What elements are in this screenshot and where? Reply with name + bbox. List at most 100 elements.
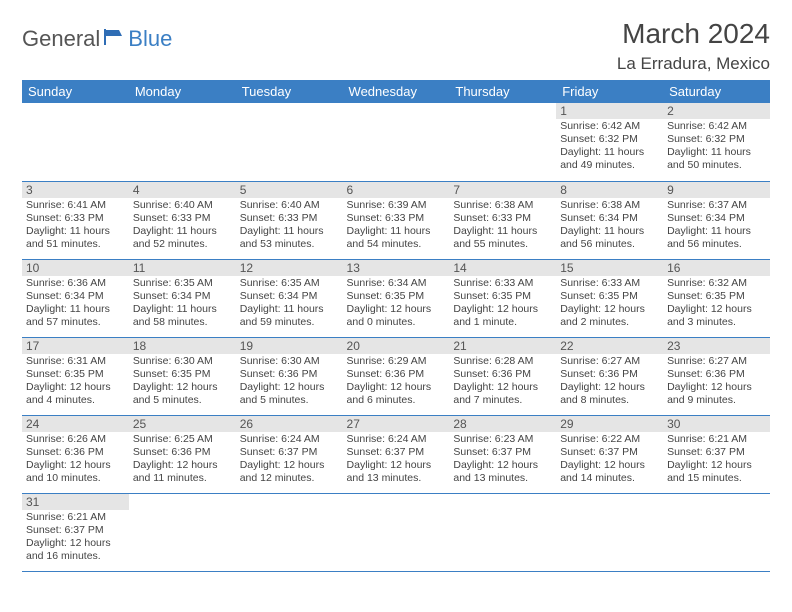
calendar-cell	[663, 493, 770, 571]
day-details: Sunrise: 6:24 AMSunset: 6:37 PMDaylight:…	[343, 432, 450, 489]
calendar-cell: 7Sunrise: 6:38 AMSunset: 6:33 PMDaylight…	[449, 181, 556, 259]
day-number: 6	[343, 182, 450, 198]
calendar-cell	[449, 493, 556, 571]
day-number: 22	[556, 338, 663, 354]
day-details: Sunrise: 6:27 AMSunset: 6:36 PMDaylight:…	[556, 354, 663, 411]
flag-icon	[104, 28, 126, 51]
weekday-header: Monday	[129, 80, 236, 103]
calendar-cell: 16Sunrise: 6:32 AMSunset: 6:35 PMDayligh…	[663, 259, 770, 337]
day-details: Sunrise: 6:32 AMSunset: 6:35 PMDaylight:…	[663, 276, 770, 333]
calendar-cell: 2Sunrise: 6:42 AMSunset: 6:32 PMDaylight…	[663, 103, 770, 181]
calendar-cell: 17Sunrise: 6:31 AMSunset: 6:35 PMDayligh…	[22, 337, 129, 415]
calendar-cell: 22Sunrise: 6:27 AMSunset: 6:36 PMDayligh…	[556, 337, 663, 415]
calendar-cell: 27Sunrise: 6:24 AMSunset: 6:37 PMDayligh…	[343, 415, 450, 493]
day-details: Sunrise: 6:35 AMSunset: 6:34 PMDaylight:…	[129, 276, 236, 333]
day-details: Sunrise: 6:27 AMSunset: 6:36 PMDaylight:…	[663, 354, 770, 411]
day-number: 14	[449, 260, 556, 276]
calendar-cell: 24Sunrise: 6:26 AMSunset: 6:36 PMDayligh…	[22, 415, 129, 493]
day-number: 16	[663, 260, 770, 276]
day-number: 27	[343, 416, 450, 432]
day-number: 29	[556, 416, 663, 432]
brand-part2: Blue	[128, 26, 172, 52]
day-number: 20	[343, 338, 450, 354]
weekday-header: Saturday	[663, 80, 770, 103]
day-details: Sunrise: 6:33 AMSunset: 6:35 PMDaylight:…	[556, 276, 663, 333]
location-label: La Erradura, Mexico	[617, 54, 770, 74]
day-number: 12	[236, 260, 343, 276]
day-details: Sunrise: 6:38 AMSunset: 6:34 PMDaylight:…	[556, 198, 663, 255]
day-details: Sunrise: 6:28 AMSunset: 6:36 PMDaylight:…	[449, 354, 556, 411]
calendar-cell: 10Sunrise: 6:36 AMSunset: 6:34 PMDayligh…	[22, 259, 129, 337]
calendar-cell: 12Sunrise: 6:35 AMSunset: 6:34 PMDayligh…	[236, 259, 343, 337]
day-number: 9	[663, 182, 770, 198]
brand-logo: General Blue	[22, 18, 172, 52]
day-details: Sunrise: 6:42 AMSunset: 6:32 PMDaylight:…	[556, 119, 663, 176]
day-details: Sunrise: 6:38 AMSunset: 6:33 PMDaylight:…	[449, 198, 556, 255]
calendar-cell	[129, 493, 236, 571]
day-number: 31	[22, 494, 129, 510]
day-number: 3	[22, 182, 129, 198]
calendar-cell: 30Sunrise: 6:21 AMSunset: 6:37 PMDayligh…	[663, 415, 770, 493]
day-number: 17	[22, 338, 129, 354]
calendar-cell	[22, 103, 129, 181]
weekday-header: Friday	[556, 80, 663, 103]
calendar-cell: 4Sunrise: 6:40 AMSunset: 6:33 PMDaylight…	[129, 181, 236, 259]
day-details: Sunrise: 6:36 AMSunset: 6:34 PMDaylight:…	[22, 276, 129, 333]
calendar-cell: 11Sunrise: 6:35 AMSunset: 6:34 PMDayligh…	[129, 259, 236, 337]
calendar-cell: 14Sunrise: 6:33 AMSunset: 6:35 PMDayligh…	[449, 259, 556, 337]
calendar-cell: 28Sunrise: 6:23 AMSunset: 6:37 PMDayligh…	[449, 415, 556, 493]
day-number: 7	[449, 182, 556, 198]
calendar-cell: 3Sunrise: 6:41 AMSunset: 6:33 PMDaylight…	[22, 181, 129, 259]
calendar-cell	[449, 103, 556, 181]
day-number: 19	[236, 338, 343, 354]
day-number: 11	[129, 260, 236, 276]
calendar-cell	[556, 493, 663, 571]
day-details: Sunrise: 6:35 AMSunset: 6:34 PMDaylight:…	[236, 276, 343, 333]
day-number: 30	[663, 416, 770, 432]
calendar-cell: 1Sunrise: 6:42 AMSunset: 6:32 PMDaylight…	[556, 103, 663, 181]
day-details: Sunrise: 6:34 AMSunset: 6:35 PMDaylight:…	[343, 276, 450, 333]
day-details: Sunrise: 6:40 AMSunset: 6:33 PMDaylight:…	[129, 198, 236, 255]
day-details: Sunrise: 6:30 AMSunset: 6:36 PMDaylight:…	[236, 354, 343, 411]
calendar-cell: 26Sunrise: 6:24 AMSunset: 6:37 PMDayligh…	[236, 415, 343, 493]
day-number: 25	[129, 416, 236, 432]
calendar-cell	[236, 103, 343, 181]
calendar-cell	[343, 493, 450, 571]
day-number: 28	[449, 416, 556, 432]
day-number: 18	[129, 338, 236, 354]
day-details: Sunrise: 6:31 AMSunset: 6:35 PMDaylight:…	[22, 354, 129, 411]
calendar-cell: 23Sunrise: 6:27 AMSunset: 6:36 PMDayligh…	[663, 337, 770, 415]
day-details: Sunrise: 6:22 AMSunset: 6:37 PMDaylight:…	[556, 432, 663, 489]
day-details: Sunrise: 6:23 AMSunset: 6:37 PMDaylight:…	[449, 432, 556, 489]
day-number: 15	[556, 260, 663, 276]
calendar-cell: 5Sunrise: 6:40 AMSunset: 6:33 PMDaylight…	[236, 181, 343, 259]
day-details: Sunrise: 6:37 AMSunset: 6:34 PMDaylight:…	[663, 198, 770, 255]
calendar-cell	[236, 493, 343, 571]
day-details: Sunrise: 6:41 AMSunset: 6:33 PMDaylight:…	[22, 198, 129, 255]
day-details: Sunrise: 6:21 AMSunset: 6:37 PMDaylight:…	[22, 510, 129, 567]
calendar-cell	[129, 103, 236, 181]
day-number: 23	[663, 338, 770, 354]
weekday-header: Sunday	[22, 80, 129, 103]
day-details: Sunrise: 6:30 AMSunset: 6:35 PMDaylight:…	[129, 354, 236, 411]
page-title: March 2024	[617, 18, 770, 50]
calendar-cell: 19Sunrise: 6:30 AMSunset: 6:36 PMDayligh…	[236, 337, 343, 415]
day-details: Sunrise: 6:24 AMSunset: 6:37 PMDaylight:…	[236, 432, 343, 489]
day-number: 26	[236, 416, 343, 432]
calendar-cell: 31Sunrise: 6:21 AMSunset: 6:37 PMDayligh…	[22, 493, 129, 571]
day-details: Sunrise: 6:26 AMSunset: 6:36 PMDaylight:…	[22, 432, 129, 489]
day-details: Sunrise: 6:29 AMSunset: 6:36 PMDaylight:…	[343, 354, 450, 411]
day-number: 10	[22, 260, 129, 276]
day-details: Sunrise: 6:42 AMSunset: 6:32 PMDaylight:…	[663, 119, 770, 176]
calendar-cell: 15Sunrise: 6:33 AMSunset: 6:35 PMDayligh…	[556, 259, 663, 337]
weekday-header: Wednesday	[343, 80, 450, 103]
calendar-cell: 13Sunrise: 6:34 AMSunset: 6:35 PMDayligh…	[343, 259, 450, 337]
day-number: 13	[343, 260, 450, 276]
brand-part1: General	[22, 26, 100, 52]
calendar-cell: 18Sunrise: 6:30 AMSunset: 6:35 PMDayligh…	[129, 337, 236, 415]
calendar-cell: 21Sunrise: 6:28 AMSunset: 6:36 PMDayligh…	[449, 337, 556, 415]
calendar-table: SundayMondayTuesdayWednesdayThursdayFrid…	[22, 80, 770, 572]
day-number: 24	[22, 416, 129, 432]
weekday-header: Tuesday	[236, 80, 343, 103]
day-details: Sunrise: 6:39 AMSunset: 6:33 PMDaylight:…	[343, 198, 450, 255]
